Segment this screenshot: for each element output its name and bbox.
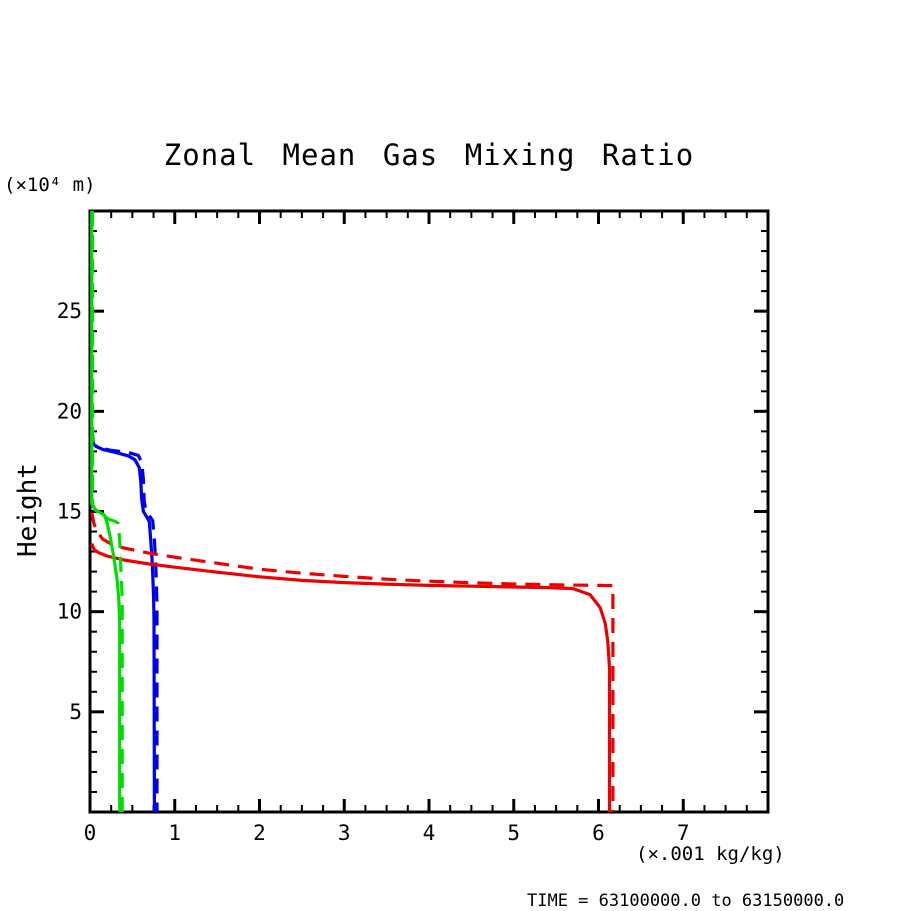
y-tick-label: 5 [69, 700, 82, 724]
time-annotation: TIME = 63100000.0 to 63150000.0 [527, 891, 845, 911]
y-tick-label: 20 [57, 399, 82, 423]
x-tick-label: 5 [507, 821, 520, 845]
x-tick-label: 0 [84, 821, 97, 845]
y-tick-label: 15 [57, 500, 82, 524]
series-red-dashed [90, 512, 615, 812]
series-group [90, 211, 615, 813]
series-red-solid [90, 542, 612, 812]
plot-frame [88, 209, 770, 814]
x-tick-label: 1 [168, 821, 181, 845]
chart-title: Zonal Mean Gas Mixing Ratio [163, 138, 695, 172]
x-tick-label: 2 [253, 821, 266, 845]
axis-ticks [88, 209, 770, 814]
x-tick-label: 7 [677, 821, 690, 845]
series-green-solid [90, 211, 122, 812]
y-axis-unit-label: (×10⁴ m) [4, 174, 96, 196]
series-blue-solid [90, 431, 156, 813]
x-tick-label: 4 [423, 821, 436, 845]
series-blue-dashed [90, 433, 159, 812]
x-tick-label: 3 [338, 821, 351, 845]
y-tick-label: 10 [57, 600, 82, 624]
y-tick-label: 25 [57, 299, 82, 323]
x-tick-label: 6 [592, 821, 605, 845]
x-axis-unit-label: (×.001 kg/kg) [636, 843, 785, 865]
tick-labels: 0 1 2 3 4 5 6 7 5 10 15 20 25 [57, 299, 690, 845]
